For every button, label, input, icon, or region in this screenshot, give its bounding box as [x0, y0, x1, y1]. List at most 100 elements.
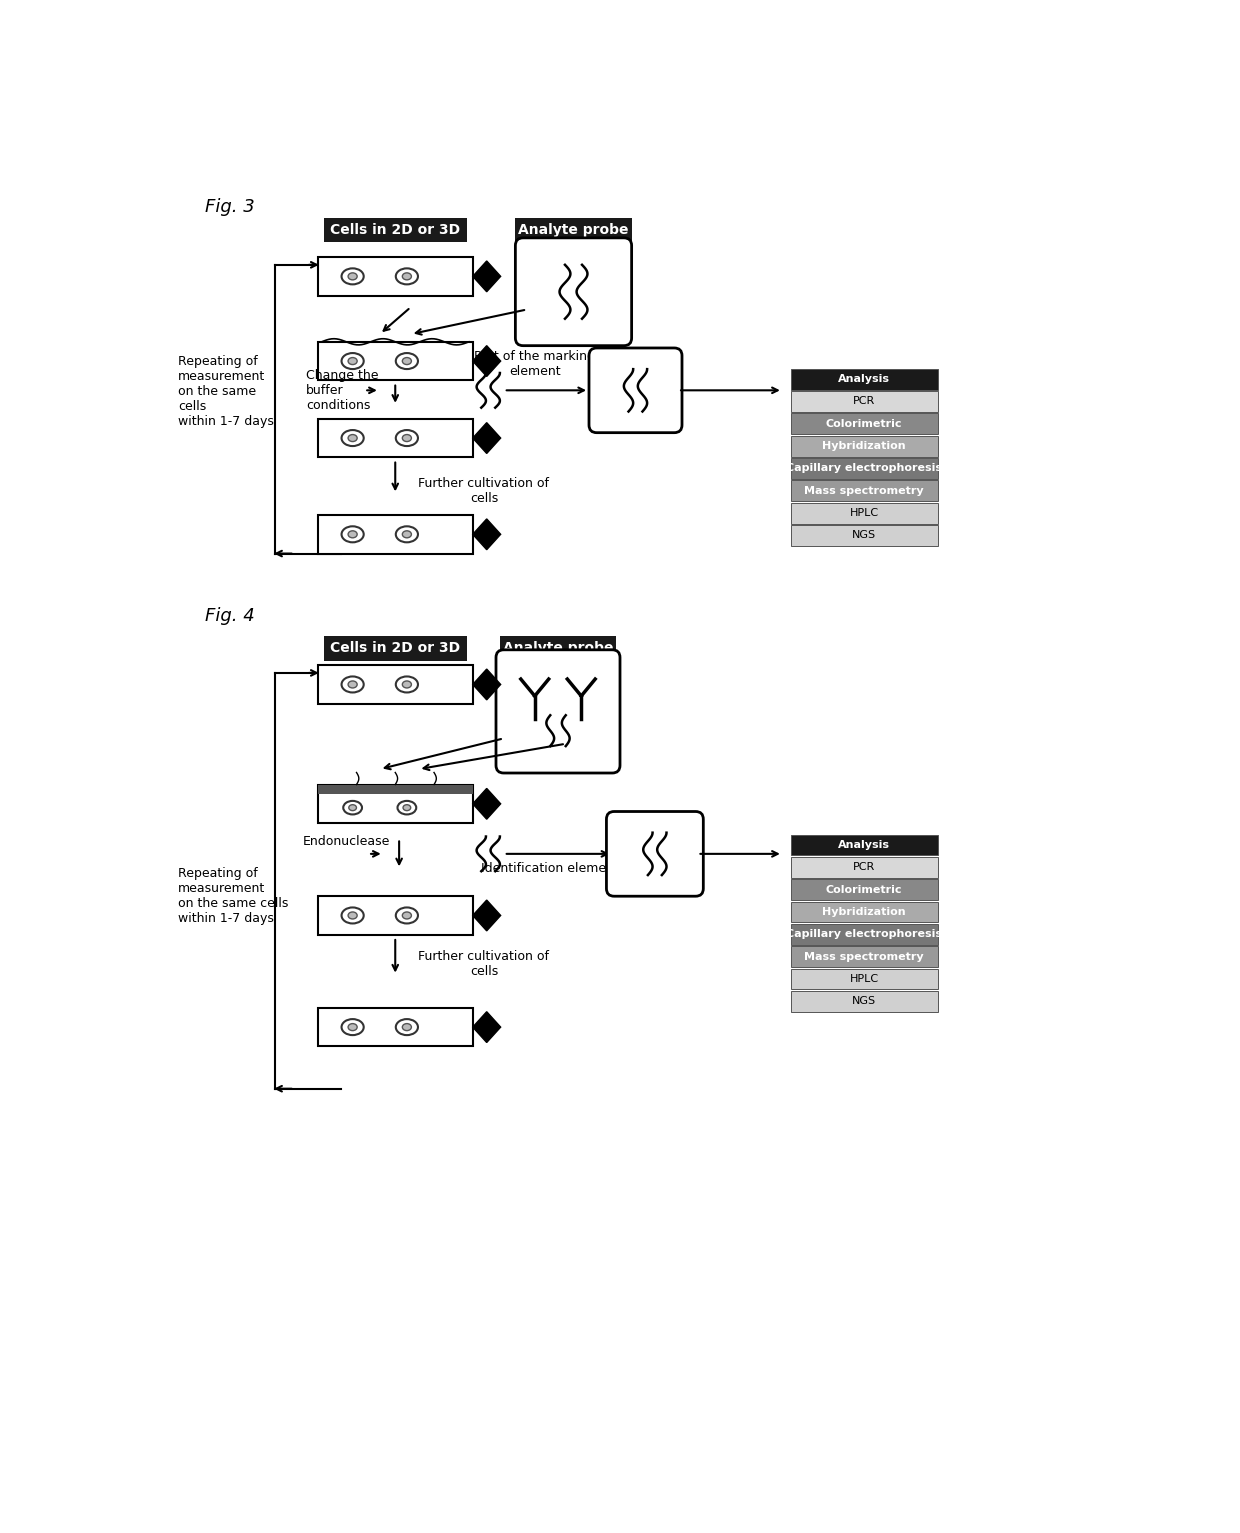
Text: PCR: PCR: [853, 397, 875, 406]
Bar: [791, 369, 937, 389]
FancyBboxPatch shape: [606, 811, 703, 897]
Bar: [500, 636, 616, 661]
Polygon shape: [472, 1012, 501, 1042]
Bar: [791, 480, 937, 501]
Bar: [317, 897, 472, 935]
Ellipse shape: [341, 268, 363, 284]
Polygon shape: [472, 518, 501, 550]
Text: Repeating of
measurement
on the same cells
within 1-7 days: Repeating of measurement on the same cel…: [179, 868, 289, 926]
Text: Analyte probe: Analyte probe: [518, 224, 629, 238]
Bar: [791, 924, 937, 944]
Ellipse shape: [402, 681, 412, 688]
Ellipse shape: [341, 431, 363, 446]
Ellipse shape: [341, 353, 363, 369]
Text: Mass spectrometry: Mass spectrometry: [805, 952, 924, 961]
Bar: [324, 218, 467, 242]
Ellipse shape: [348, 1024, 357, 1030]
Ellipse shape: [348, 273, 357, 281]
Ellipse shape: [343, 800, 362, 814]
Text: Capillary electrophoresis: Capillary electrophoresis: [786, 463, 942, 474]
Ellipse shape: [341, 526, 363, 543]
Text: Cells in 2D or 3D: Cells in 2D or 3D: [330, 224, 460, 238]
Ellipse shape: [341, 908, 363, 923]
Bar: [791, 526, 937, 546]
Text: Analysis: Analysis: [838, 374, 890, 385]
Text: Colorimetric: Colorimetric: [826, 419, 903, 429]
Polygon shape: [472, 423, 501, 454]
Bar: [791, 946, 937, 967]
Polygon shape: [472, 261, 501, 291]
Text: Cells in 2D or 3D: Cells in 2D or 3D: [330, 641, 460, 655]
Bar: [317, 785, 472, 823]
Bar: [317, 515, 472, 553]
Bar: [324, 636, 467, 661]
Text: Change the
buffer
conditions: Change the buffer conditions: [306, 369, 378, 412]
Polygon shape: [472, 788, 501, 819]
Bar: [516, 218, 631, 242]
FancyBboxPatch shape: [516, 238, 631, 345]
Ellipse shape: [341, 1019, 363, 1035]
Ellipse shape: [402, 912, 412, 918]
Ellipse shape: [348, 912, 357, 918]
Text: Fig. 3: Fig. 3: [206, 198, 255, 216]
Text: Mass spectrometry: Mass spectrometry: [805, 486, 924, 495]
Text: NGS: NGS: [852, 996, 877, 1006]
Polygon shape: [472, 668, 501, 701]
Bar: [317, 785, 472, 794]
Bar: [791, 990, 937, 1012]
Ellipse shape: [348, 434, 357, 442]
Polygon shape: [472, 900, 501, 931]
FancyBboxPatch shape: [496, 650, 620, 773]
Ellipse shape: [348, 530, 357, 538]
Bar: [317, 258, 472, 296]
Ellipse shape: [402, 1024, 412, 1030]
Bar: [791, 901, 937, 923]
Bar: [791, 503, 937, 524]
Ellipse shape: [341, 676, 363, 693]
Ellipse shape: [402, 434, 412, 442]
Ellipse shape: [396, 676, 418, 693]
Text: Fig. 4: Fig. 4: [206, 607, 255, 625]
Text: NGS: NGS: [852, 530, 877, 541]
Bar: [791, 857, 937, 878]
Ellipse shape: [402, 273, 412, 281]
Ellipse shape: [396, 431, 418, 446]
Ellipse shape: [396, 353, 418, 369]
Bar: [317, 342, 472, 380]
Ellipse shape: [348, 805, 356, 811]
Text: Identification element: Identification element: [481, 862, 619, 874]
Bar: [791, 435, 937, 457]
Text: PCR: PCR: [853, 863, 875, 872]
Ellipse shape: [402, 530, 412, 538]
Bar: [791, 834, 937, 855]
Text: Capillary electrophoresis: Capillary electrophoresis: [786, 929, 942, 940]
Bar: [791, 391, 937, 412]
Ellipse shape: [348, 357, 357, 365]
Ellipse shape: [396, 268, 418, 284]
Polygon shape: [472, 345, 501, 377]
Ellipse shape: [396, 1019, 418, 1035]
Text: Hybridization: Hybridization: [822, 908, 906, 917]
Text: Further cultivation of
cells: Further cultivation of cells: [419, 950, 549, 978]
Bar: [317, 665, 472, 704]
Bar: [317, 1007, 472, 1047]
Ellipse shape: [402, 357, 412, 365]
Bar: [317, 419, 472, 457]
Bar: [791, 458, 937, 478]
Text: Endonuclease: Endonuclease: [303, 834, 389, 848]
Bar: [791, 969, 937, 989]
Text: Colorimetric: Colorimetric: [826, 885, 903, 895]
Ellipse shape: [348, 681, 357, 688]
Ellipse shape: [396, 526, 418, 543]
Ellipse shape: [396, 908, 418, 923]
Text: Analyte probe: Analyte probe: [502, 641, 614, 655]
Ellipse shape: [403, 805, 410, 811]
Text: HPLC: HPLC: [849, 973, 879, 984]
FancyBboxPatch shape: [589, 348, 682, 432]
Text: HPLC: HPLC: [849, 507, 879, 518]
Bar: [791, 880, 937, 900]
Text: Part of the marking
element: Part of the marking element: [474, 350, 595, 379]
Text: Repeating of
measurement
on the same
cells
within 1-7 days: Repeating of measurement on the same cel…: [179, 356, 274, 428]
Text: Analysis: Analysis: [838, 840, 890, 849]
Bar: [791, 414, 937, 434]
